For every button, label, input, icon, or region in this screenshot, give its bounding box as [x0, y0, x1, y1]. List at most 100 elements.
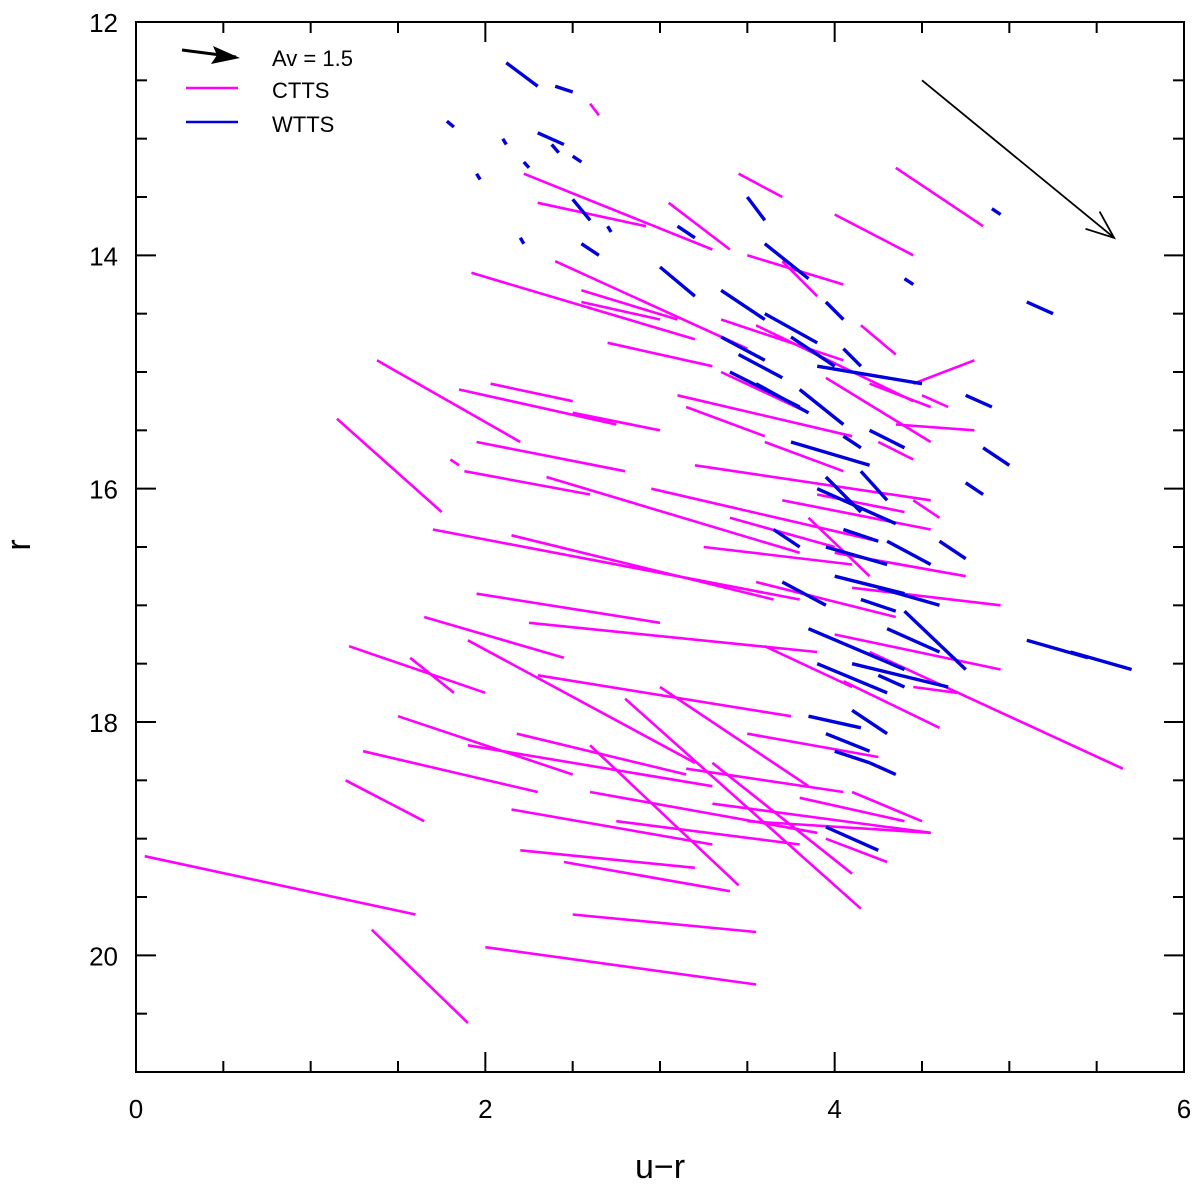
- ctts-segment-19: [607, 341, 713, 368]
- wtts-segment-37: [965, 393, 993, 409]
- wtts-segment-51: [903, 277, 915, 286]
- y-tick-label: 20: [89, 941, 118, 971]
- ctts-segment-53: [782, 499, 931, 531]
- ctts-segment-62: [834, 213, 914, 257]
- ctts-segment-27: [344, 779, 425, 823]
- data-layer: [144, 61, 1133, 1024]
- wtts-segment-48: [868, 761, 897, 777]
- ctts-segment-77: [616, 819, 800, 846]
- wtts-segment-46: [781, 580, 827, 607]
- wtts-segment-5: [550, 143, 560, 154]
- ctts-segment-38: [659, 685, 810, 788]
- ctts-segment-23: [528, 621, 818, 654]
- wtts-segment-38: [982, 446, 1011, 467]
- series-wtts: [445, 61, 1133, 852]
- wtts-segment-59: [737, 352, 784, 380]
- wtts-segment-12: [720, 288, 766, 321]
- wtts-segment-39: [1026, 300, 1054, 316]
- ctts-segment-57: [895, 423, 975, 432]
- ctts-segment-18: [581, 289, 678, 321]
- wtts-segment-29: [834, 749, 871, 765]
- y-tick-label: 16: [89, 475, 118, 505]
- wtts-segment-58: [790, 335, 836, 368]
- wtts-segment-54: [606, 225, 613, 233]
- ctts-segment-20: [546, 475, 801, 555]
- ctts-segment-39: [686, 767, 844, 794]
- wtts-segment-0: [505, 61, 539, 88]
- ctts-segment-9: [471, 271, 696, 341]
- ctts-segment-49: [755, 324, 914, 403]
- wtts-segment-4: [501, 137, 508, 146]
- wtts-segment-14: [720, 335, 766, 362]
- ctts-segment-51: [703, 545, 853, 566]
- ctts-segment-33: [520, 849, 696, 870]
- y-tick-label: 14: [89, 241, 118, 271]
- wtts-segment-45: [772, 528, 801, 549]
- x-tick-label: 6: [1177, 1094, 1191, 1124]
- reddening-vector-line: [921, 79, 1115, 239]
- wtts-segment-60: [842, 527, 879, 543]
- x-tick-label: 0: [129, 1094, 143, 1124]
- ctts-segment-50: [764, 440, 844, 473]
- ctts-segment-42: [799, 796, 905, 823]
- ctts-segment-44: [677, 394, 853, 438]
- ctts-segment-12: [476, 440, 626, 473]
- wtts-segment-32: [877, 586, 940, 607]
- ctts-segment-46: [720, 318, 844, 362]
- legend: Av = 1.5 CTTS WTTS: [181, 46, 353, 137]
- wtts-segment-11: [658, 265, 696, 298]
- ctts-segment-60: [913, 685, 958, 695]
- ctts-segment-16: [554, 260, 748, 350]
- wtts-segment-28: [825, 732, 871, 753]
- wtts-segment-43: [868, 428, 906, 450]
- ctts-segment-41: [747, 819, 931, 835]
- ctts-segment-72: [860, 324, 897, 356]
- ctts-segment-3: [336, 417, 443, 513]
- ctts-segment-78: [825, 837, 888, 864]
- wtts-segment-13: [763, 312, 819, 345]
- ctts-segment-6: [348, 644, 486, 695]
- ctts-segment-28: [362, 749, 538, 794]
- ctts-segment-74: [842, 680, 941, 729]
- legend-entry-av: Av = 1.5: [181, 46, 353, 71]
- wtts-segment-56: [518, 236, 526, 245]
- ctts-segment-71: [825, 376, 932, 444]
- wtts-segment-18: [816, 364, 923, 386]
- ctts-segment-43: [651, 487, 879, 543]
- wtts-segment-57: [763, 242, 810, 281]
- ctts-segment-26: [516, 732, 687, 776]
- ctts-segment-14: [523, 172, 713, 251]
- wtts-segment-22: [825, 545, 888, 567]
- legend-arrow-head-icon: [211, 46, 240, 64]
- wtts-segment-21: [816, 487, 897, 526]
- legend-label-av: Av = 1.5: [272, 46, 353, 71]
- x-axis-title: u−r: [635, 1148, 685, 1186]
- ctts-segment-52: [755, 580, 897, 619]
- legend-entry-wtts: WTTS: [186, 112, 334, 137]
- wtts-segment-16: [755, 382, 810, 415]
- ctts-segment-13: [490, 382, 573, 403]
- ctts-segment-80: [764, 645, 853, 689]
- wtts-segment-25: [816, 662, 888, 695]
- ctts-segment-21: [511, 534, 774, 601]
- ctts-segment-75: [747, 732, 879, 759]
- ctts-segment-37: [624, 697, 862, 910]
- ctts-segment-1: [370, 928, 469, 1024]
- y-tick-label: 18: [89, 708, 118, 738]
- legend-label-wtts: WTTS: [272, 112, 334, 137]
- x-tick-label: 2: [478, 1094, 492, 1124]
- wtts-segment-9: [676, 224, 696, 240]
- x-tick-label: 4: [827, 1094, 841, 1124]
- reddening-vector-head: [1085, 211, 1116, 240]
- axis-ticks: 0 2 4 6 12 14 16 18 20: [89, 8, 1191, 1124]
- ctts-segment-73: [807, 516, 871, 578]
- wtts-segment-26: [851, 662, 949, 689]
- ctts-segment-4: [376, 359, 521, 444]
- ctts-segment-70: [781, 260, 819, 298]
- ctts-segment-58: [912, 499, 941, 519]
- wtts-segment-34: [903, 609, 967, 671]
- ctts-segment-79: [851, 790, 923, 823]
- wtts-segment-3: [445, 119, 455, 129]
- ctts-segment-81: [816, 493, 905, 514]
